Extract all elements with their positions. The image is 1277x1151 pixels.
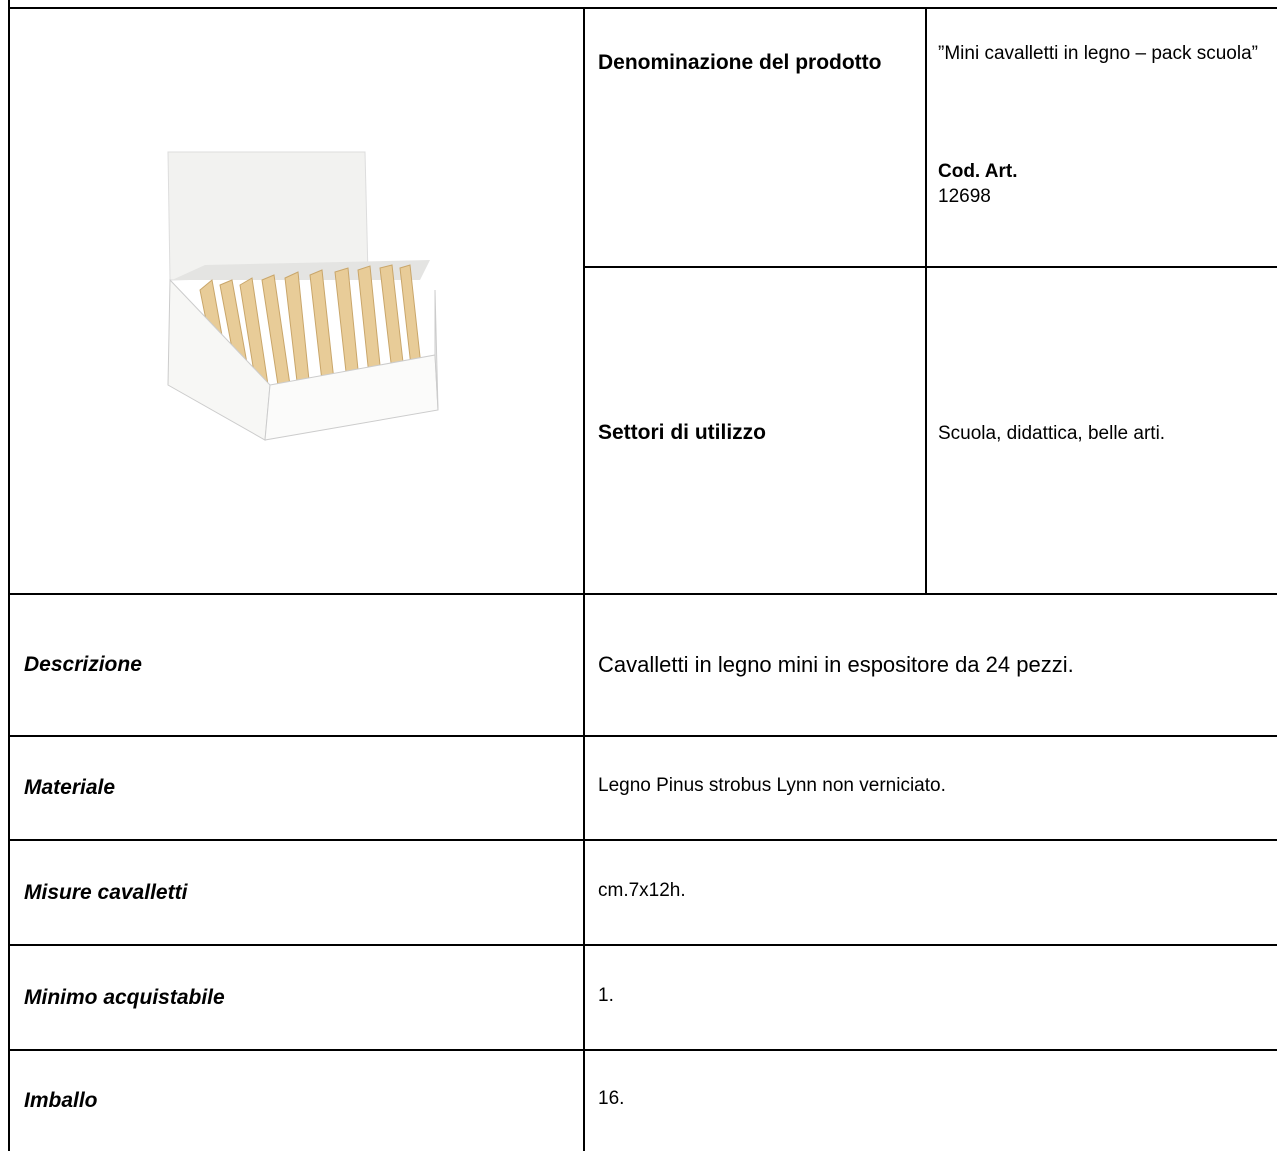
code-label: Cod. Art. xyxy=(938,161,1018,182)
border xyxy=(8,593,1277,595)
border xyxy=(583,266,1277,268)
border xyxy=(8,1049,1277,1051)
border xyxy=(583,7,585,1151)
row-label: Minimo acquistabile xyxy=(24,985,225,1009)
row-value: 1. xyxy=(598,984,614,1006)
border xyxy=(8,7,1277,9)
row-label: Imballo xyxy=(24,1088,98,1112)
border xyxy=(8,0,10,1151)
row-value: Legno Pinus strobus Lynn non verniciato. xyxy=(598,775,946,796)
row-label: Descrizione xyxy=(24,653,142,676)
row-value: 16. xyxy=(598,1087,625,1109)
row-label: Materiale xyxy=(24,776,116,799)
sectors-label: Settori di utilizzo xyxy=(598,421,766,444)
row-label: Misure cavalletti xyxy=(24,880,188,904)
sectors: Scuola, didattica, belle arti. xyxy=(938,423,1166,444)
product-name: ”Mini cavalletti in legno – pack scuola” xyxy=(938,43,1258,64)
row-value: cm.7x12h. xyxy=(598,879,686,901)
product-image xyxy=(167,151,439,441)
product-code: 12698 xyxy=(938,186,991,207)
border xyxy=(8,735,1277,737)
row-value: Cavalletti in legno mini in espositore d… xyxy=(598,652,1074,677)
border xyxy=(8,944,1277,946)
border xyxy=(8,839,1277,841)
border xyxy=(925,7,927,595)
name-label: Denominazione del prodotto xyxy=(598,51,882,74)
